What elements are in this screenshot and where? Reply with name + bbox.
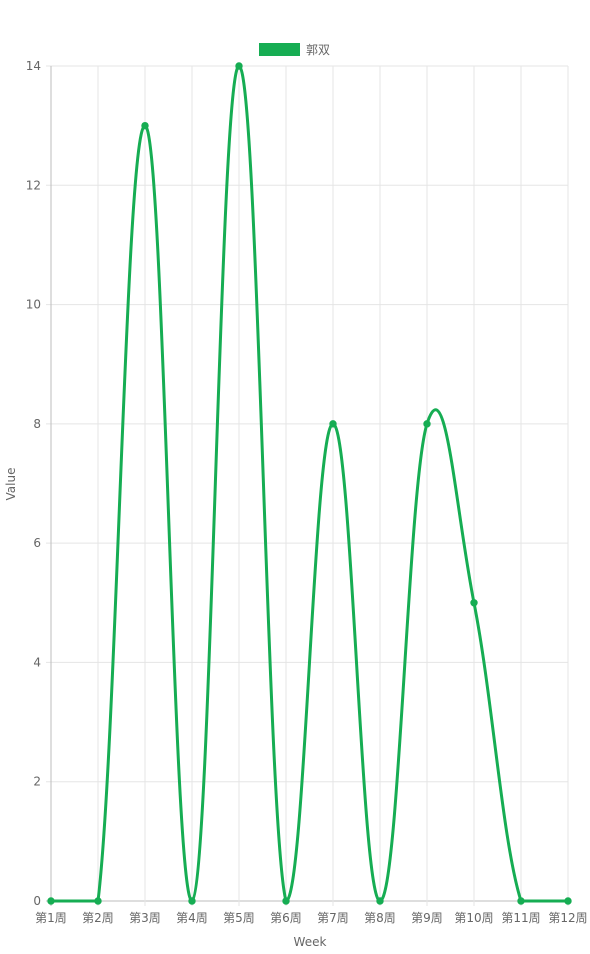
x-axis-title: Week bbox=[294, 935, 327, 949]
data-point[interactable] bbox=[564, 897, 572, 905]
legend[interactable]: 郭双 bbox=[259, 43, 330, 57]
y-axis-title: Value bbox=[4, 468, 18, 501]
y-tick-label: 14 bbox=[26, 59, 41, 73]
legend-label[interactable]: 郭双 bbox=[306, 43, 330, 57]
y-tick-label: 10 bbox=[26, 298, 41, 312]
data-point[interactable] bbox=[329, 420, 337, 428]
x-tick-label: 第4周 bbox=[176, 911, 208, 925]
x-tick-label: 第10周 bbox=[454, 911, 493, 925]
legend-swatch[interactable] bbox=[259, 43, 300, 56]
x-tick-label: 第6周 bbox=[270, 911, 302, 925]
data-point[interactable] bbox=[517, 897, 525, 905]
data-point[interactable] bbox=[470, 599, 478, 607]
y-tick-label: 8 bbox=[33, 417, 41, 431]
series-layer bbox=[47, 62, 572, 905]
x-tick-label: 第9周 bbox=[411, 911, 443, 925]
data-point[interactable] bbox=[282, 897, 290, 905]
data-point[interactable] bbox=[376, 897, 384, 905]
grid bbox=[46, 65, 569, 906]
x-tick-label: 第5周 bbox=[223, 911, 255, 925]
x-tick-label: 第2周 bbox=[82, 911, 114, 925]
data-point[interactable] bbox=[188, 897, 196, 905]
y-tick-label: 0 bbox=[33, 894, 41, 908]
data-point[interactable] bbox=[141, 121, 149, 130]
data-point[interactable] bbox=[235, 62, 243, 70]
y-tick-label: 4 bbox=[33, 655, 41, 669]
data-point[interactable] bbox=[47, 897, 55, 905]
x-tick-label: 第1周 bbox=[35, 911, 67, 925]
data-point[interactable] bbox=[94, 897, 102, 905]
data-point[interactable] bbox=[423, 420, 431, 428]
x-tick-label: 第12周 bbox=[548, 911, 587, 925]
x-tick-label: 第11周 bbox=[501, 911, 540, 925]
y-tick-label: 2 bbox=[33, 775, 41, 789]
y-tick-label: 12 bbox=[26, 178, 41, 192]
x-tick-label: 第8周 bbox=[364, 911, 396, 925]
series-line bbox=[50, 64, 568, 903]
y-tick-label: 6 bbox=[33, 536, 41, 550]
x-tick-label: 第7周 bbox=[317, 911, 349, 925]
x-tick-label: 第3周 bbox=[129, 911, 161, 925]
